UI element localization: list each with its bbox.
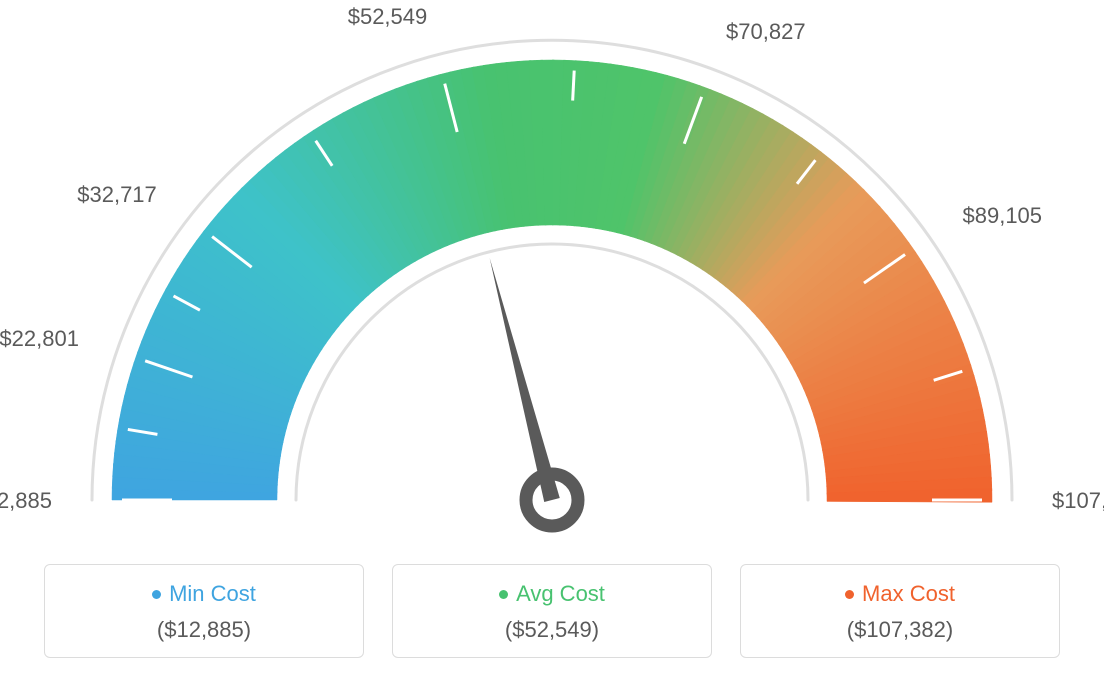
legend-card-avg: Avg Cost ($52,549): [392, 564, 712, 658]
gauge-tick-label: $12,885: [0, 488, 52, 514]
gauge-tick-label: $70,827: [726, 19, 826, 45]
legend-title-max: Max Cost: [845, 581, 955, 607]
legend-value-avg: ($52,549): [403, 617, 701, 643]
legend-dot-avg: [499, 590, 508, 599]
gauge-tick-label: $32,717: [67, 182, 157, 208]
gauge-tick-label: $89,105: [963, 203, 1063, 229]
gauge-tick-label: $107,382: [1052, 488, 1104, 514]
gauge-chart: $12,885 $22,801 $32,717 $52,549 $70,827 $89,1…: [0, 0, 1104, 560]
legend-title-avg-text: Avg Cost: [516, 581, 605, 607]
legend-row: Min Cost ($12,885) Avg Cost ($52,549) Ma…: [0, 560, 1104, 658]
legend-card-min: Min Cost ($12,885): [44, 564, 364, 658]
legend-dot-max: [845, 590, 854, 599]
legend-value-max: ($107,382): [751, 617, 1049, 643]
legend-card-max: Max Cost ($107,382): [740, 564, 1060, 658]
legend-value-min: ($12,885): [55, 617, 353, 643]
gauge-tick-label: $22,801: [0, 326, 79, 352]
legend-title-min: Min Cost: [152, 581, 256, 607]
gauge-tick-label: $52,549: [337, 4, 427, 30]
legend-title-max-text: Max Cost: [862, 581, 955, 607]
legend-title-avg: Avg Cost: [499, 581, 605, 607]
legend-title-min-text: Min Cost: [169, 581, 256, 607]
legend-dot-min: [152, 590, 161, 599]
gauge-svg: [0, 0, 1104, 560]
